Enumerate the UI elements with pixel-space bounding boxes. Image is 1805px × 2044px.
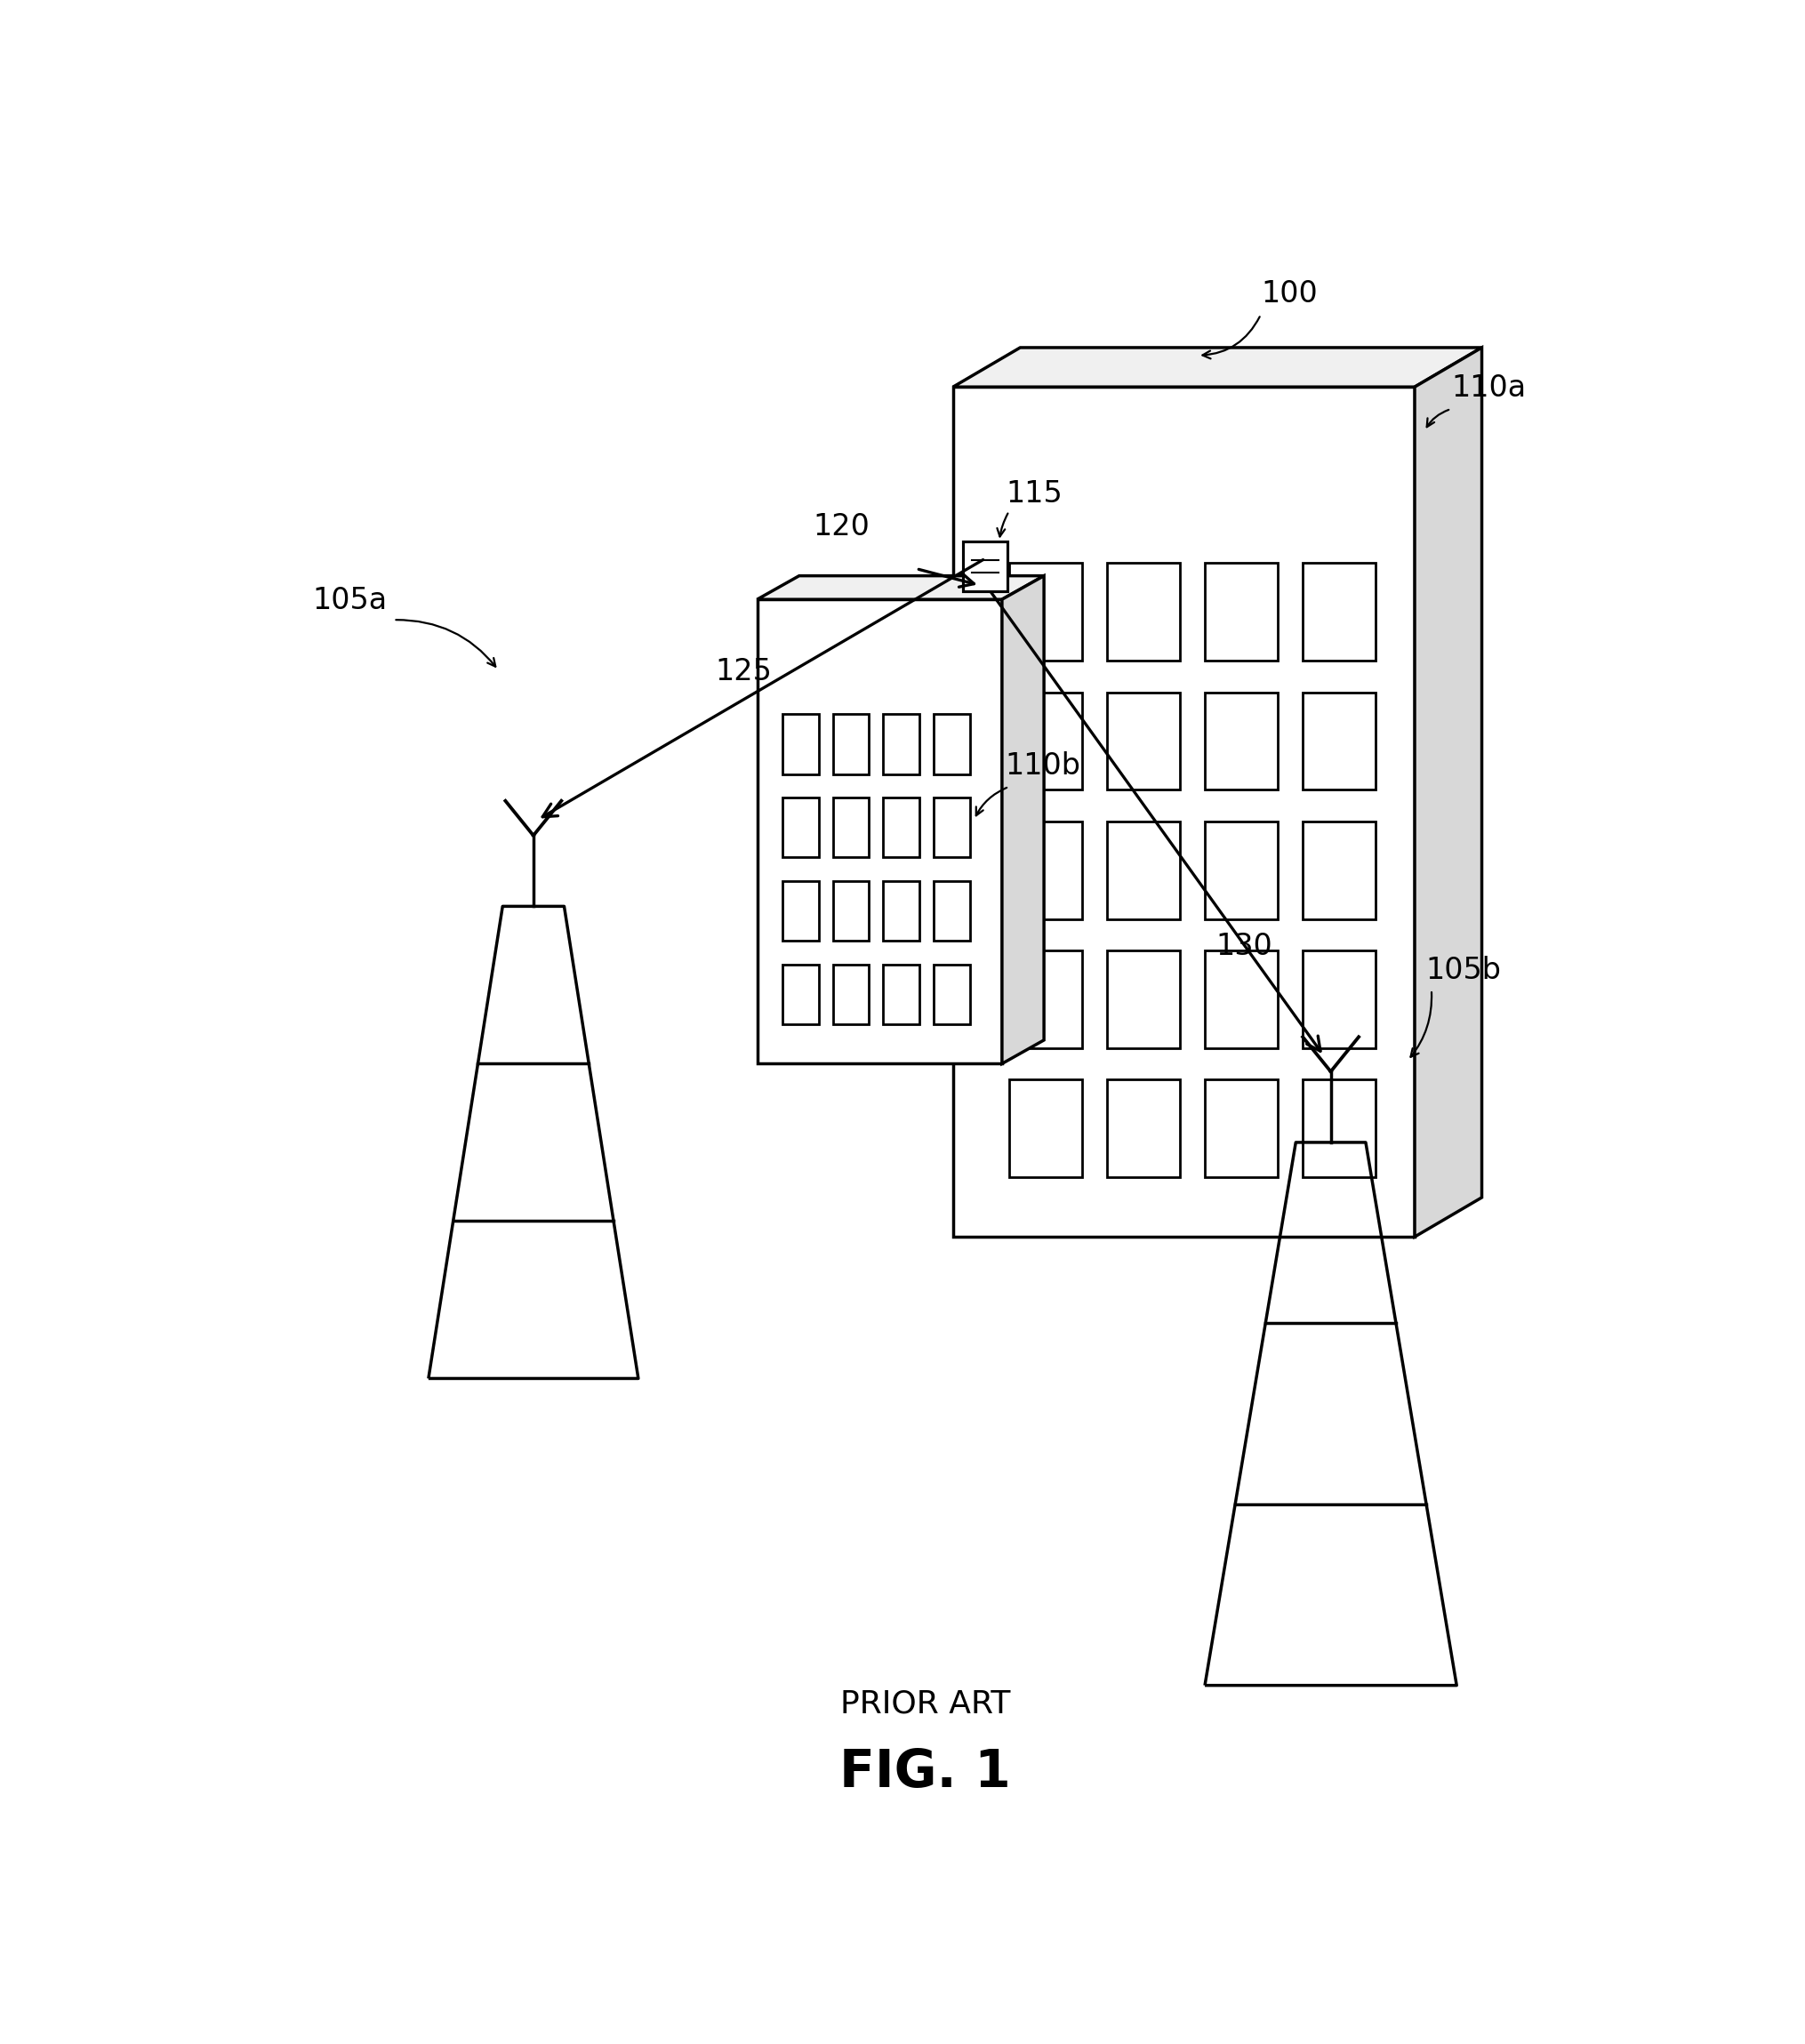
Text: 105a: 105a: [312, 587, 386, 615]
Text: 130: 130: [1217, 932, 1273, 961]
Polygon shape: [1002, 576, 1043, 1063]
Text: 125: 125: [715, 656, 773, 687]
Polygon shape: [962, 542, 1007, 591]
Text: 110b: 110b: [1005, 750, 1081, 781]
Text: 110a: 110a: [1451, 374, 1525, 403]
Polygon shape: [758, 576, 1043, 599]
Polygon shape: [953, 386, 1415, 1237]
Text: 115: 115: [1005, 478, 1063, 509]
Text: FIG. 1: FIG. 1: [839, 1748, 1011, 1797]
Text: 120: 120: [812, 511, 870, 542]
Polygon shape: [758, 599, 1002, 1063]
Text: 105b: 105b: [1426, 957, 1502, 985]
Text: 100: 100: [1260, 278, 1318, 309]
Polygon shape: [953, 347, 1482, 386]
Text: PRIOR ART: PRIOR ART: [839, 1688, 1011, 1719]
Polygon shape: [1415, 347, 1482, 1237]
